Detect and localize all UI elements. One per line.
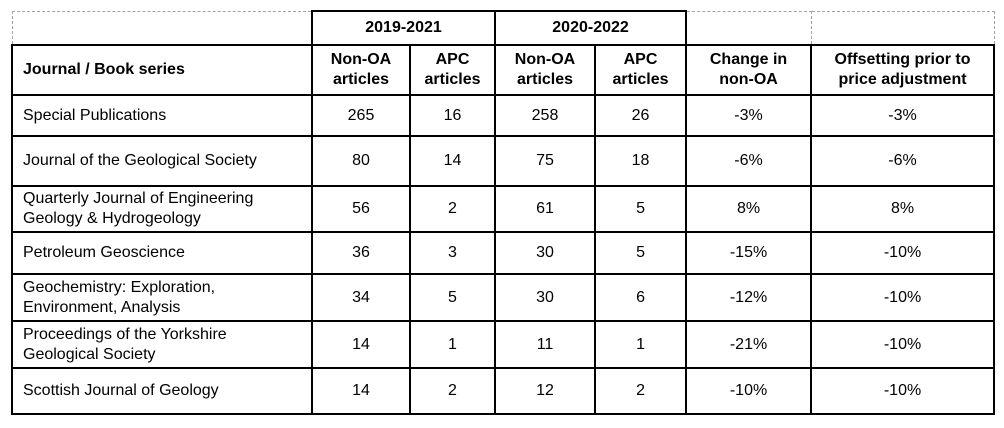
- table-row: Proceedings of the Yorkshire Geological …: [11, 320, 996, 369]
- journal-offsetting-table: 2019-2021 2020-2022 Journal / Book serie…: [11, 10, 996, 415]
- value-cell: 61: [494, 185, 597, 233]
- value-cell: -10%: [810, 231, 996, 275]
- table-row: Journal of the Geological Society 80 14 75 1…: [11, 135, 996, 187]
- value-cell: 12: [494, 367, 597, 415]
- value-cell: -3%: [810, 94, 996, 137]
- value-cell: 2: [408, 367, 497, 415]
- value-cell: 1: [408, 320, 497, 369]
- year-group-row: 2019-2021 2020-2022: [11, 10, 995, 46]
- value-cell: 5: [408, 273, 497, 322]
- value-cell: -21%: [685, 320, 813, 369]
- value-cell: -6%: [685, 135, 813, 187]
- value-cell: 5: [594, 185, 688, 233]
- col-header-apc-2019-2021: APC articles: [408, 44, 497, 96]
- value-cell: 3: [408, 231, 497, 275]
- value-cell: -10%: [810, 320, 996, 369]
- value-cell: 56: [311, 185, 411, 233]
- table-row: Scottish Journal of Geology 14 2 12 2 -10% -10…: [11, 367, 996, 415]
- value-cell: -10%: [810, 367, 996, 415]
- value-cell: -6%: [810, 135, 996, 187]
- value-cell: 16: [408, 94, 497, 137]
- table-body: Special Publications 265 16 258 26 -3% -3% Jour…: [11, 94, 996, 415]
- value-cell: 1: [594, 320, 688, 369]
- value-cell: 265: [311, 94, 411, 137]
- journal-name-cell: Journal of the Geological Society: [11, 135, 313, 187]
- table-row: Quarterly Journal of Engineering Geology…: [11, 185, 996, 233]
- value-cell: 8%: [810, 185, 996, 233]
- year-group-2019-2021: 2019-2021: [310, 10, 497, 46]
- value-cell: 14: [311, 367, 411, 415]
- column-header-row: Journal / Book series Non-OA articles AP…: [11, 44, 996, 96]
- value-cell: 75: [494, 135, 597, 187]
- col-header-change-nonoa: Change in non-OA: [685, 44, 813, 96]
- value-cell: 258: [494, 94, 597, 137]
- value-cell: -10%: [685, 367, 813, 415]
- col-header-offsetting: Offsetting prior to price adjustment: [810, 44, 996, 96]
- value-cell: -15%: [685, 231, 813, 275]
- journal-name-cell: Special Publications: [11, 94, 313, 137]
- value-cell: 8%: [685, 185, 813, 233]
- table-row: Geochemistry: Exploration, Environment, …: [11, 273, 996, 322]
- value-cell: 34: [311, 273, 411, 322]
- value-cell: 2: [408, 185, 497, 233]
- empty-corner-cell: [11, 10, 313, 46]
- value-cell: 14: [311, 320, 411, 369]
- value-cell: -12%: [685, 273, 813, 322]
- col-header-journal: Journal / Book series: [11, 44, 313, 96]
- empty-cell-above-offsetting: [810, 10, 995, 46]
- col-header-nonoa-2020-2022: Non-OA articles: [494, 44, 597, 96]
- value-cell: 11: [494, 320, 597, 369]
- journal-name-cell: Petroleum Geoscience: [11, 231, 313, 275]
- value-cell: 18: [594, 135, 688, 187]
- value-cell: 30: [494, 231, 597, 275]
- col-header-nonoa-2019-2021: Non-OA articles: [311, 44, 411, 96]
- empty-cell-above-change: [685, 10, 812, 46]
- journal-name-cell: Proceedings of the Yorkshire Geological …: [11, 320, 313, 369]
- value-cell: 26: [594, 94, 688, 137]
- value-cell: 6: [594, 273, 688, 322]
- value-cell: 5: [594, 231, 688, 275]
- value-cell: 14: [408, 135, 497, 187]
- document-page: 2019-2021 2020-2022 Journal / Book serie…: [11, 10, 996, 415]
- value-cell: 80: [311, 135, 411, 187]
- value-cell: 2: [594, 367, 688, 415]
- journal-name-cell: Scottish Journal of Geology: [11, 367, 313, 415]
- year-group-2020-2022: 2020-2022: [494, 10, 688, 46]
- value-cell: -10%: [810, 273, 996, 322]
- journal-name-cell: Quarterly Journal of Engineering Geology…: [11, 185, 313, 233]
- value-cell: -3%: [685, 94, 813, 137]
- value-cell: 36: [311, 231, 411, 275]
- journal-name-cell: Geochemistry: Exploration, Environment, …: [11, 273, 313, 322]
- col-header-apc-2020-2022: APC articles: [594, 44, 688, 96]
- value-cell: 30: [494, 273, 597, 322]
- table-row: Petroleum Geoscience 36 3 30 5 -15% -10%: [11, 231, 996, 275]
- table-row: Special Publications 265 16 258 26 -3% -3%: [11, 94, 996, 137]
